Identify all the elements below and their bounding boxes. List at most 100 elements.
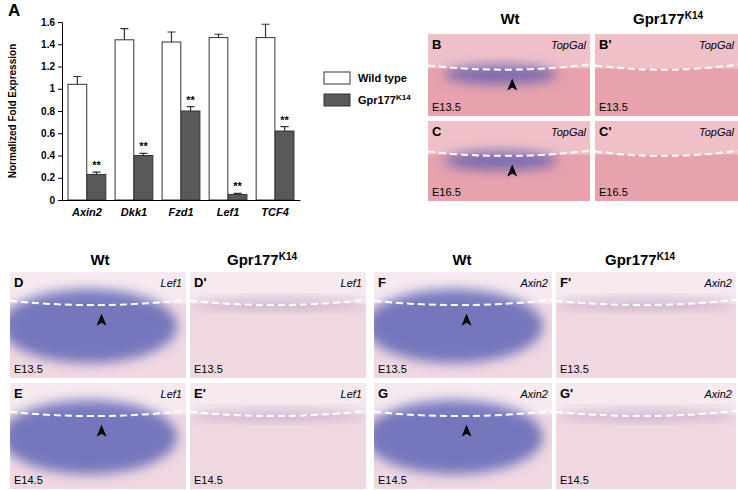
x-tick-label: Fzd1 [168, 206, 193, 218]
y-tick-mark [58, 178, 62, 179]
stain [190, 410, 366, 420]
image-panels: B TopGal E13.5 B' TopGal E13.5 C TopGal E16.5 C' T… [1, 34, 738, 489]
arrowhead [507, 165, 517, 177]
panel-label: C [432, 124, 442, 139]
stage-label: E14.5 [378, 474, 407, 486]
image-panel: F'Axin2E13.5 [556, 272, 736, 378]
legend-label: Wild type [358, 72, 407, 84]
x-axis-line [63, 200, 301, 201]
micrograph [595, 34, 738, 116]
x-tick: TCF4 [261, 200, 289, 218]
legend-swatch [324, 72, 350, 84]
gene-label: Axin2 [519, 277, 548, 289]
error-bar [120, 29, 128, 40]
x-tick: Axin2 [71, 200, 102, 218]
error-bar [92, 172, 100, 174]
stage-label: E13.5 [14, 363, 43, 375]
error-bar [73, 77, 81, 85]
boundary-line [10, 411, 186, 416]
image-panel: BTopGalE13.5 [428, 34, 590, 116]
bars [68, 24, 294, 200]
error-bar [281, 127, 289, 131]
panel-label: F [378, 275, 386, 290]
image-panel: D' Lef1 E13.5 [190, 272, 366, 378]
micrograph [428, 34, 590, 116]
stage-label: E13.5 [194, 363, 223, 375]
bar [228, 194, 247, 200]
gene-label: TopGal [699, 126, 735, 138]
legend-swatch [324, 94, 350, 106]
panel-label: B' [599, 37, 611, 52]
bar [275, 131, 294, 200]
stage-label: E16.5 [599, 186, 628, 198]
error-bar [214, 34, 222, 37]
y-tick-label: 1.2 [41, 61, 55, 72]
boundary-line [190, 300, 366, 305]
gene-label: Axin2 [519, 388, 548, 400]
x-tick-label: Axin2 [71, 206, 102, 218]
micrograph [374, 272, 552, 378]
panel-label: D [14, 275, 23, 290]
gene-label: Axin2 [703, 388, 732, 400]
legend: Wild type Gpr177K14 [324, 72, 411, 106]
significance-label: ** [139, 140, 148, 152]
panel-label: B [432, 37, 441, 52]
significance-label: ** [233, 180, 242, 192]
y-tick-label: 0.6 [41, 128, 55, 139]
image-panel: C' TopGal E16.5 [595, 121, 738, 201]
stage-label: E13.5 [560, 363, 589, 375]
gene-label: TopGal [699, 39, 735, 51]
x-tick: Dkk1 [121, 200, 147, 218]
y-tick: 1 [49, 83, 62, 94]
tissue-upper [595, 34, 738, 68]
stage-label: E14.5 [14, 474, 43, 486]
y-tick: 0.4 [41, 150, 62, 161]
panel-label: C' [599, 124, 611, 139]
y-tick-label: 0.2 [41, 172, 55, 183]
micrograph [595, 121, 738, 201]
y-tick: 0.2 [41, 172, 62, 183]
y-tick-label: 1.6 [41, 17, 55, 28]
stage-label: E14.5 [560, 474, 589, 486]
legend-label: Gpr177K14 [358, 93, 411, 107]
y-tick-label: 1 [49, 83, 55, 94]
y-axis: 00.20.40.60.811.21.41.6 [41, 17, 62, 206]
x-tick: Lef1 [217, 200, 240, 218]
arrowhead [462, 425, 472, 437]
bar [209, 38, 228, 200]
tissue [595, 34, 738, 116]
boundary-line [374, 411, 552, 416]
micrograph [190, 272, 366, 378]
error-bar [140, 153, 148, 155]
error-bar [234, 193, 242, 194]
stage-label: E14.5 [194, 474, 223, 486]
y-tick-mark [58, 200, 62, 201]
x-tick-label: TCF4 [261, 206, 289, 218]
arrowhead [97, 314, 107, 326]
y-tick: 0.8 [41, 106, 62, 117]
y-tick: 0.6 [41, 128, 62, 139]
arrowhead [97, 425, 107, 437]
y-axis-title: Normalized Fold Expression [7, 44, 18, 178]
y-tick-mark [58, 89, 62, 90]
boundary-line [10, 300, 186, 305]
boundary-line [556, 411, 736, 416]
image-panel: E' Lef1 E14.5 [190, 383, 366, 489]
y-tick-mark [58, 22, 62, 23]
column-header: Wt [90, 251, 109, 268]
panel-label: E' [194, 386, 206, 401]
gene-label: Lef1 [341, 388, 362, 400]
gene-label: Lef1 [341, 277, 362, 289]
panel-label: D' [194, 275, 206, 290]
tissue-upper [428, 34, 590, 68]
gene-label: TopGal [551, 39, 587, 51]
image-panel: FAxin2E13.5 [365, 272, 552, 378]
stage-label: E16.5 [432, 186, 461, 198]
micrograph [556, 272, 736, 378]
stage-label: E13.5 [599, 101, 628, 113]
stain [374, 289, 543, 363]
x-tick: Fzd1 [168, 200, 193, 218]
annotations: ********** [92, 94, 289, 193]
boundary-line [374, 300, 552, 305]
boundary-line [595, 64, 738, 69]
